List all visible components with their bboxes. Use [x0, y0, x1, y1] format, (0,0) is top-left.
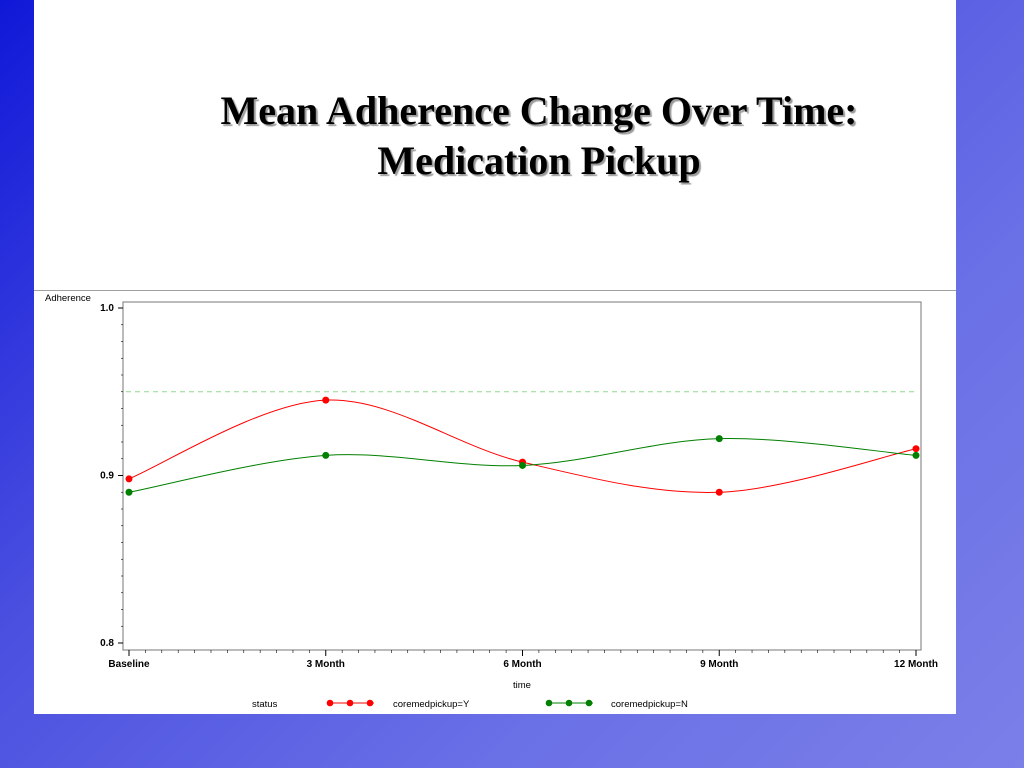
series-coremedpickup-n-point	[912, 451, 920, 459]
legend-swatch-y-marker	[366, 699, 374, 707]
x-axis: Baseline 3 Month 6 Month 9 Month 12 Month	[108, 650, 938, 670]
legend-swatch-n-marker	[585, 699, 593, 707]
series-coremedpickup-n-point	[322, 451, 330, 459]
legend-swatch-n-marker	[545, 699, 553, 707]
x-tick-label: 3 Month	[307, 659, 345, 670]
x-tick-label: 12 Month	[894, 659, 938, 670]
series-coremedpickup-y-point	[912, 445, 920, 453]
x-tick-label: 6 Month	[503, 659, 541, 670]
legend: status coremedpickup=Y coremedpickup=N	[252, 699, 688, 710]
legend-swatch-y-marker	[326, 699, 334, 707]
slide-title-panel	[34, 0, 956, 290]
series-coremedpickup-n-point	[715, 435, 723, 443]
x-tick-label: Baseline	[108, 659, 150, 670]
series-coremedpickup-y-point	[715, 488, 723, 496]
series-coremedpickup-y-point	[322, 396, 330, 404]
x-tick-label: 9 Month	[700, 659, 738, 670]
y-tick-label: 0.8	[100, 638, 114, 649]
legend-label-n: coremedpickup=N	[611, 699, 688, 710]
legend-label-y: coremedpickup=Y	[393, 699, 470, 710]
series-coremedpickup-y-line	[128, 399, 917, 493]
y-tick-label: 0.9	[100, 471, 114, 482]
slide-title-line-2: Medication Pickup	[377, 138, 701, 183]
series-layer	[125, 391, 920, 496]
slide-title: Mean Adherence Change Over Time: Medicat…	[34, 86, 1024, 186]
y-axis-label: Adherence	[45, 293, 91, 304]
legend-swatch-y-marker	[346, 699, 354, 707]
legend-title: status	[252, 699, 278, 710]
x-axis-label: time	[513, 680, 531, 691]
chart-panel: Adherence time 1.0 0.9 0.8 Baseline 3 Month…	[34, 290, 956, 714]
series-coremedpickup-y-point	[125, 475, 133, 483]
line-chart: Adherence time 1.0 0.9 0.8 Baseline 3 Month…	[45, 293, 938, 710]
series-coremedpickup-n-point	[125, 488, 133, 496]
y-axis: 1.0 0.9 0.8	[100, 303, 123, 649]
plot-area-frame	[122, 301, 922, 651]
y-tick-label: 1.0	[100, 303, 114, 314]
legend-swatch-n-marker	[565, 699, 573, 707]
series-coremedpickup-n-point	[519, 461, 526, 469]
slide-title-line-1: Mean Adherence Change Over Time:	[220, 88, 858, 133]
